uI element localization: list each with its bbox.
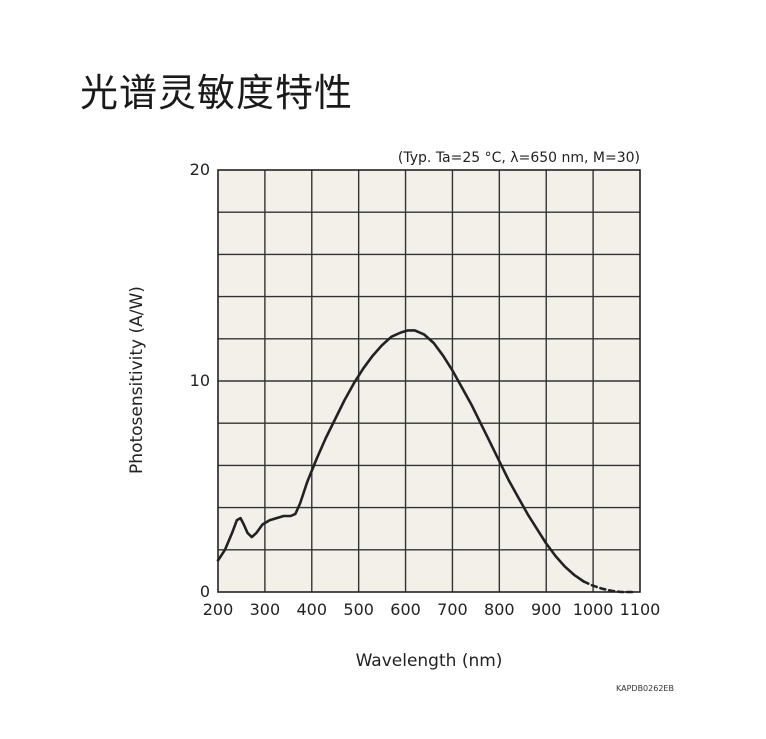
- x-tick-label: 1000: [573, 600, 614, 619]
- x-tick-label: 800: [484, 600, 515, 619]
- x-axis-label: Wavelength (nm): [356, 651, 503, 671]
- x-tick-label: 300: [250, 600, 281, 619]
- y-tick-label: 0: [200, 582, 210, 601]
- x-tick-label: 400: [297, 600, 328, 619]
- y-axis-label: Photosensitivity (A/W): [127, 286, 147, 474]
- figure-code: KAPDB0262EB: [616, 684, 674, 693]
- x-tick-label: 500: [343, 600, 374, 619]
- chart-conditions: (Typ. Ta=25 °C, λ=650 nm, M=30): [398, 150, 640, 166]
- x-tick-label: 1100: [620, 600, 661, 619]
- page-heading: 光谱灵敏度特性: [80, 71, 354, 115]
- series-line-solid: [216, 329, 586, 583]
- y-tick-label: 20: [190, 160, 210, 179]
- plot-frame: [217, 169, 641, 593]
- x-tick-label: 600: [390, 600, 421, 619]
- y-tick-label: 10: [190, 371, 210, 390]
- x-tick-label: 200: [203, 600, 234, 619]
- x-tick-label: 900: [531, 600, 562, 619]
- x-tick-label: 700: [437, 600, 468, 619]
